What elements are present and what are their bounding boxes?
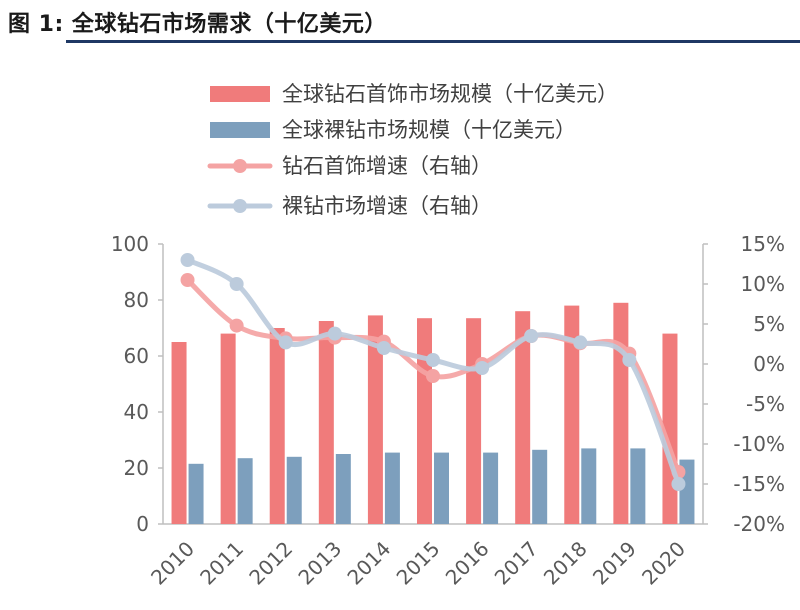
y-left-tick-label: 100 [111,232,149,256]
legend-label-1: 全球钻石首饰市场规模（十亿美元） [282,82,618,106]
bar-polished [434,452,449,524]
bar-jewelry [269,328,285,524]
legend: 全球钻石首饰市场规模（十亿美元） 全球裸钻市场规模（十亿美元） 钻石首饰增速（右轴）… [207,82,618,218]
bar-polished [384,452,400,524]
bar-polished [286,456,302,524]
polished-growth-point [573,335,588,350]
jewelry-growth-point [229,318,244,333]
title-rule [66,40,800,43]
y-right-tick-label: -5% [746,392,785,416]
y-left-tick-label: 20 [124,456,149,480]
x-tick-label: 2013 [293,537,346,590]
chart-title: 图 1: 全球钻石市场需求（十亿美元） [8,12,387,37]
bar-polished [188,463,204,524]
y-right-tick-label: 0% [753,352,785,376]
y-left-tick-label: 60 [124,344,149,368]
x-tick-label: 2016 [441,537,494,590]
y-right-tick-label: 5% [753,312,785,336]
legend-marker-3 [233,159,247,173]
bar-polished [532,449,548,524]
bar-jewelry [220,333,236,524]
polished-growth-point [622,353,637,367]
bar-jewelry [417,318,432,524]
bar-jewelry [367,315,383,524]
x-tick-label: 2017 [490,537,543,590]
bar-polished [630,448,646,524]
x-tick-label: 2019 [588,537,641,590]
x-tick-label: 2020 [637,537,690,590]
bar-polished [483,452,499,524]
x-tick-label: 2010 [146,537,199,590]
polished-growth-point [180,253,195,267]
y-right-tick-label: 15% [741,232,785,256]
y-right-tick-label: -15% [733,472,785,496]
jewelry-growth-point [426,369,440,383]
polished-growth-point [426,353,440,367]
x-tick-label: 2018 [539,537,592,590]
polished-growth-point [229,277,244,291]
polished-growth-point [327,326,342,341]
jewelry-growth-point [180,273,195,287]
x-tick-label: 2012 [244,537,297,590]
polished-growth-point [278,335,293,350]
legend-label-2: 全球裸钻市场规模（十亿美元） [282,118,576,142]
bar-polished [581,448,597,524]
bar-jewelry [564,305,580,524]
bars [171,302,695,524]
y-right-tick-label: -20% [733,512,785,536]
x-tick-label: 2015 [392,537,445,590]
lines [180,253,686,491]
legend-label-4: 裸钻市场增速（右轴） [282,194,492,218]
bar-polished [335,454,351,524]
polished-growth-point [524,329,539,343]
bar-jewelry [466,318,482,524]
axes: 0 20 40 60 80 100 -20% -15% -10% -5% 0% 5% 10% 15% 201… [111,232,785,590]
legend-swatch-1 [210,86,270,102]
bar-jewelry [613,302,629,524]
x-tick-label: 2014 [342,537,395,590]
legend-marker-4 [233,199,247,213]
x-tick-label: 2011 [195,537,248,590]
bar-jewelry [515,311,531,524]
polished-growth-point [475,361,490,375]
y-right-tick-label: -10% [733,432,785,456]
polished-growth-point [376,341,391,355]
y-left-tick-label: 0 [136,512,149,536]
polished-growth-point [671,477,686,491]
legend-label-3: 钻石首饰增速（右轴） [282,154,492,178]
y-right-tick-label: 10% [741,272,785,296]
y-left-tick-label: 80 [124,288,149,312]
bar-jewelry [318,321,334,524]
bar-polished [237,458,253,524]
bar-jewelry [171,342,187,524]
y-left-tick-label: 40 [124,400,149,424]
legend-swatch-2 [210,122,270,138]
